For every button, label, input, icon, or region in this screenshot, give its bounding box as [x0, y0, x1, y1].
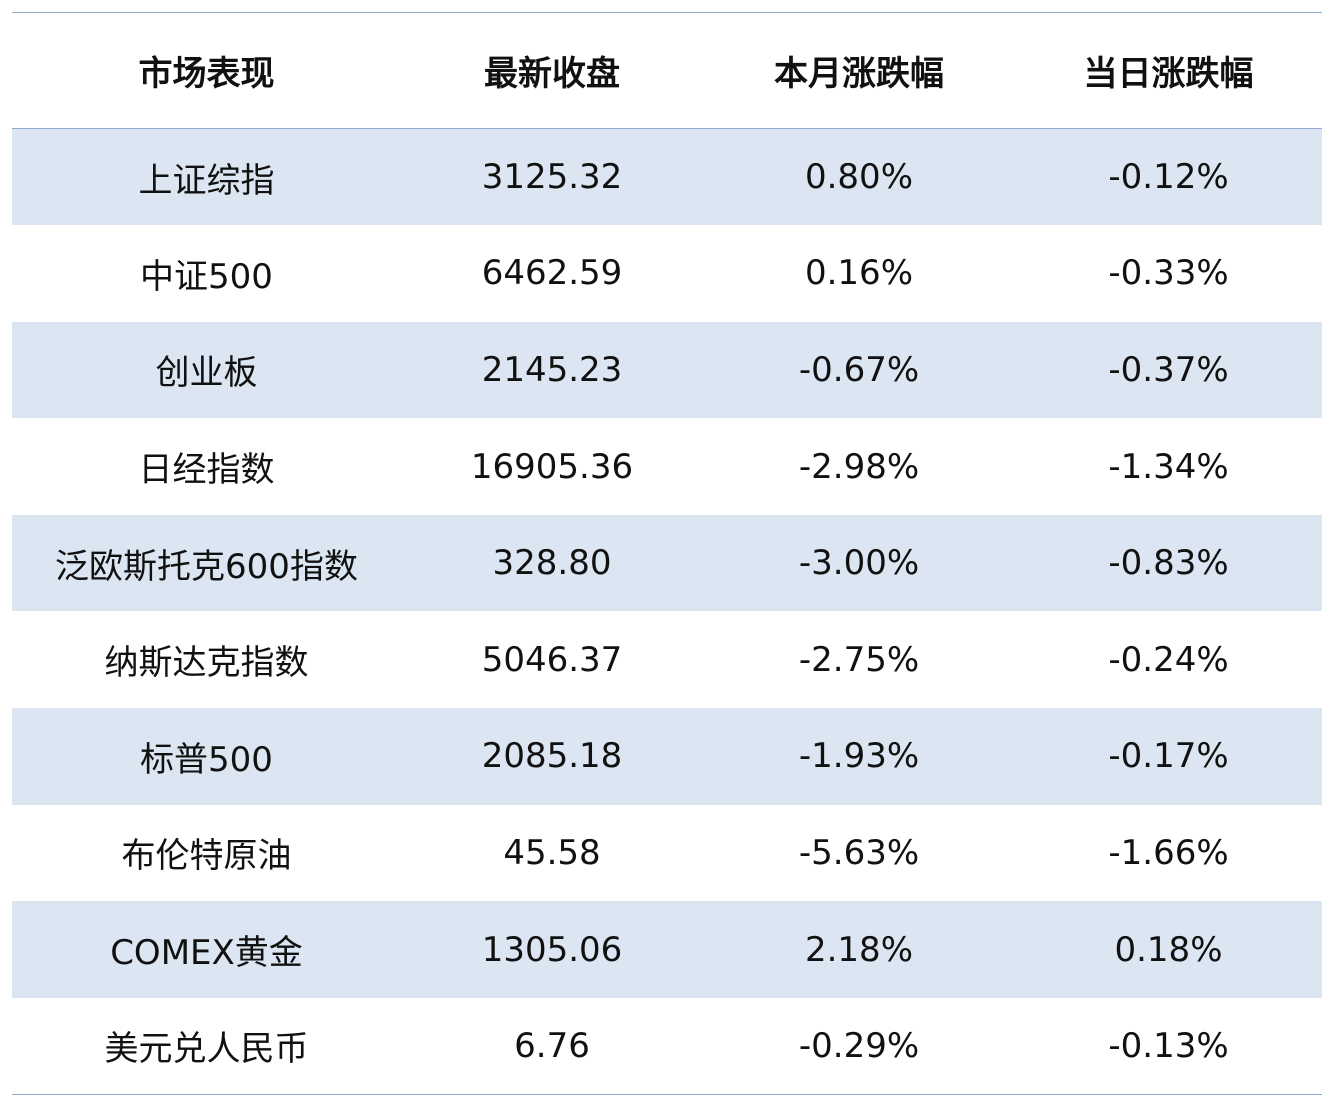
cell-market: 日经指数 [138, 450, 275, 491]
cell-monthly-change: 0.16% [804, 253, 913, 294]
cell-latest-close: 2085.18 [481, 736, 623, 777]
cell-market: 中证500 [140, 256, 273, 297]
table-row: 美元兑人民币 6.76 -0.29% -0.13% [12, 998, 1322, 1095]
cell-daily-change: -0.13% [1108, 1025, 1229, 1066]
table-row: 上证综指 3125.32 0.80% -0.12% [12, 128, 1322, 226]
table-header: 市场表现 最新收盘 本月涨跌幅 当日涨跌幅 [12, 12, 1322, 129]
cell-daily-change: -0.12% [1108, 157, 1229, 198]
header-row: 市场表现 最新收盘 本月涨跌幅 当日涨跌幅 [12, 12, 1322, 129]
cell-monthly-change: -1.93% [798, 736, 920, 777]
cell-latest-close: 328.80 [492, 543, 612, 584]
cell-market: 泛欧斯托克600指数 [55, 546, 358, 587]
cell-monthly-change: 0.80% [804, 157, 913, 198]
header-monthly-change: 本月涨跌幅 [774, 54, 944, 94]
cell-daily-change: -0.17% [1108, 736, 1229, 777]
cell-market: COMEX黄金 [110, 933, 303, 974]
cell-latest-close: 6462.59 [481, 253, 623, 294]
table-row: 日经指数 16905.36 -2.98% -1.34% [12, 418, 1322, 515]
cell-market: 美元兑人民币 [104, 1029, 309, 1070]
table-row: 创业板 2145.23 -0.67% -0.37% [12, 321, 1322, 419]
table-row: 纳斯达克指数 5046.37 -2.75% -0.24% [12, 611, 1322, 708]
cell-daily-change: -0.24% [1108, 639, 1229, 680]
table-body: 上证综指 3125.32 0.80% -0.12% 中证500 6462.59 … [12, 128, 1322, 1095]
cell-latest-close: 45.58 [503, 832, 601, 873]
cell-monthly-change: -3.00% [798, 543, 920, 584]
cell-latest-close: 6.76 [514, 1025, 590, 1066]
cell-daily-change: -0.37% [1108, 349, 1229, 390]
table-row: 泛欧斯托克600指数 328.80 -3.00% -0.83% [12, 514, 1322, 612]
cell-monthly-change: -0.29% [798, 1025, 920, 1066]
cell-market: 上证综指 [138, 160, 275, 201]
cell-monthly-change: -5.63% [798, 832, 920, 873]
cell-market: 纳斯达克指数 [104, 643, 309, 684]
cell-latest-close: 3125.32 [481, 157, 623, 198]
cell-market: 布伦特原油 [121, 836, 292, 877]
cell-daily-change: -0.83% [1108, 543, 1229, 584]
header-latest-close: 最新收盘 [484, 54, 620, 94]
cell-market: 创业板 [155, 353, 258, 394]
cell-monthly-change: -0.67% [798, 349, 920, 390]
cell-latest-close: 1305.06 [481, 929, 623, 970]
cell-monthly-change: -2.75% [798, 639, 920, 680]
cell-market: 标普500 [140, 739, 273, 780]
table-row: 布伦特原油 45.58 -5.63% -1.66% [12, 805, 1322, 902]
header-market: 市场表现 [138, 54, 275, 94]
table-row: 标普500 2085.18 -1.93% -0.17% [12, 708, 1322, 805]
cell-daily-change: -1.34% [1108, 446, 1229, 487]
table-row: COMEX黄金 1305.06 2.18% 0.18% [12, 901, 1322, 998]
cell-latest-close: 16905.36 [470, 446, 634, 487]
cell-latest-close: 5046.37 [481, 639, 623, 680]
cell-latest-close: 2145.23 [481, 349, 623, 390]
table-row: 中证500 6462.59 0.16% -0.33% [12, 225, 1322, 322]
header-daily-change: 当日涨跌幅 [1083, 54, 1254, 94]
cell-monthly-change: -2.98% [798, 446, 920, 487]
cell-daily-change: -1.66% [1108, 832, 1229, 873]
market-performance-table: 市场表现 最新收盘 本月涨跌幅 当日涨跌幅 上证综指 3125.32 0.80%… [12, 12, 1322, 1095]
cell-daily-change: -0.33% [1108, 253, 1229, 294]
cell-daily-change: 0.18% [1114, 929, 1223, 970]
cell-monthly-change: 2.18% [804, 929, 913, 970]
market-table-container: 市场表现 最新收盘 本月涨跌幅 当日涨跌幅 上证综指 3125.32 0.80%… [12, 12, 1322, 1095]
